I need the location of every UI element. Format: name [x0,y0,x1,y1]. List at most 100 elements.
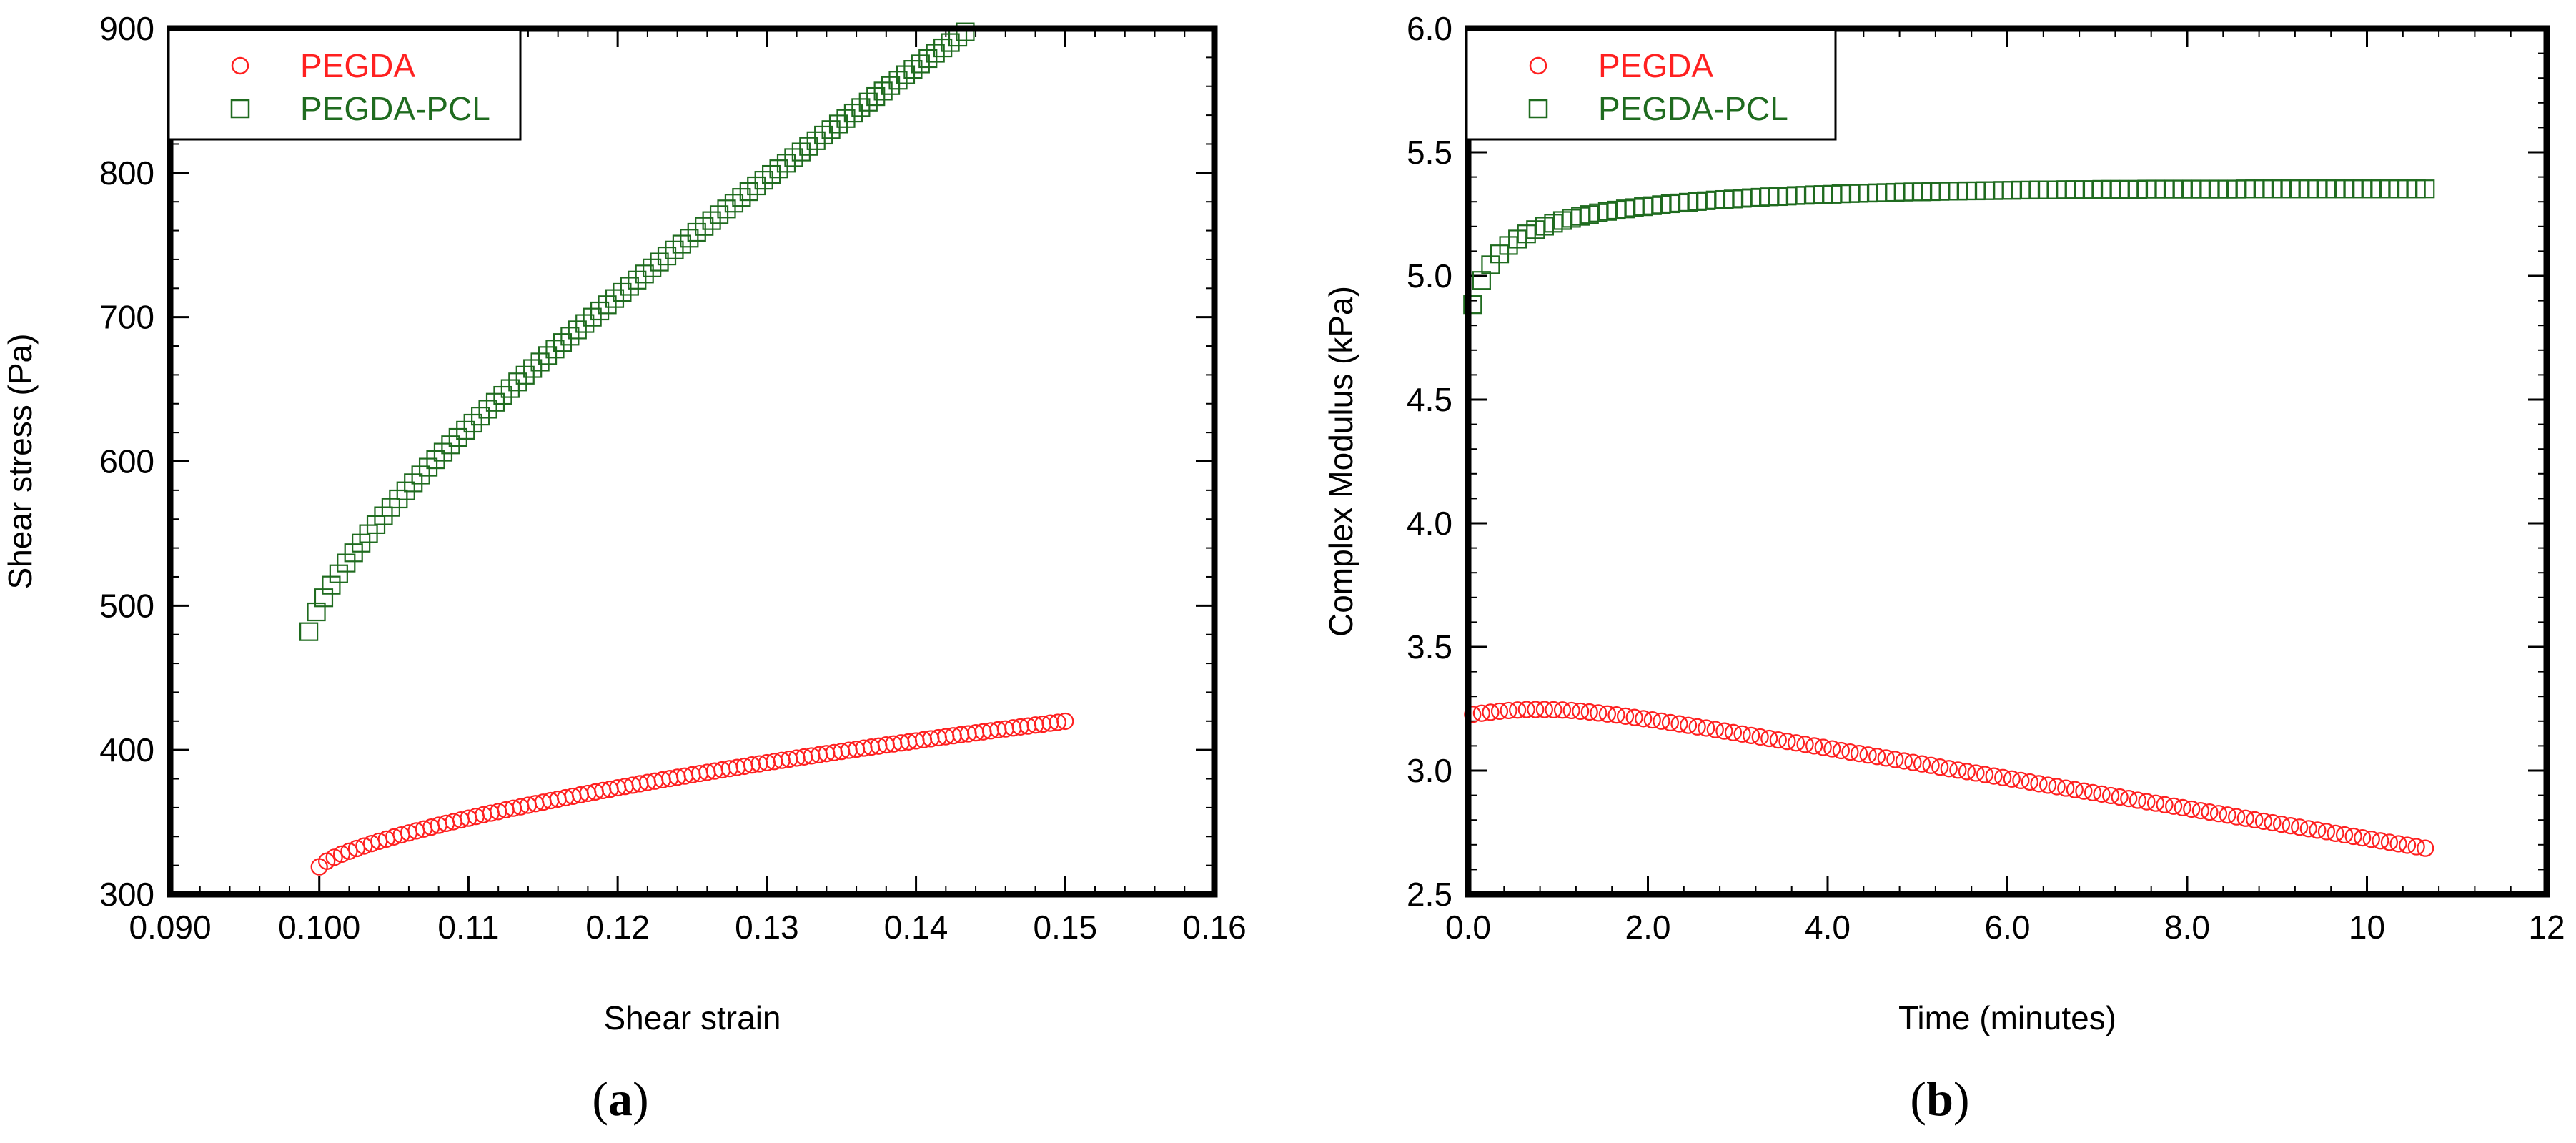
data-point [538,346,558,365]
data-point [1562,701,1580,720]
y-tick-label: 800 [99,154,154,192]
data-point [754,171,773,190]
data-point [2048,778,2066,796]
data-point [2344,827,2362,846]
data-point [866,86,886,107]
data-point [836,109,856,128]
data-point [322,575,341,595]
data-point [1598,705,1617,723]
x-tick-label: 8.0 [2164,909,2210,946]
data-point [1805,737,1823,755]
data-point [2362,831,2380,848]
data-point [613,282,632,302]
data-point [1868,748,1886,766]
data-point [873,81,893,101]
data-point [911,54,930,74]
data-point [2201,803,2219,821]
x-tick-label: 0.12 [585,909,650,946]
legend-marker-pegda-pcl [1528,99,1548,119]
data-point [530,352,550,372]
panel-label-letter: b [1926,1072,1953,1126]
data-point [1796,736,1814,753]
data-point [2317,823,2336,841]
data-point [1653,712,1670,730]
data-point [2228,808,2246,826]
data-point [404,473,423,493]
plot-frame [1465,25,2550,898]
data-point [411,465,430,485]
data-point [307,602,326,622]
data-point [2236,809,2254,827]
data-point [2138,793,2156,811]
data-point [843,103,863,123]
data-point [1509,701,1527,719]
panel-label-open: ( [1910,1072,1926,1126]
x-tick-label: 6.0 [1985,909,2031,946]
data-point [2417,839,2434,857]
x-tick-label: 0.15 [1034,909,1098,946]
data-point [2398,836,2417,854]
data-point [2093,785,2111,803]
data-point [1760,729,1778,748]
data-point [888,71,908,90]
data-point [314,588,334,608]
data-point [695,217,714,236]
data-point [799,137,818,156]
data-point [500,379,520,398]
data-point [1913,755,1931,773]
data-point [2309,821,2327,839]
data-point [2299,820,2317,838]
data-point [2372,832,2389,850]
data-point [463,413,482,433]
data-point [762,164,781,184]
legend-box [1465,29,1837,141]
y-tick-label: 2.5 [1407,876,1452,913]
data-point [2380,833,2399,851]
y-tick-label: 600 [99,443,154,480]
data-point [635,264,654,284]
data-point [2030,775,2048,793]
y-tick-label: 4.5 [1407,381,1452,418]
data-point [299,622,319,641]
data-point [1931,758,1949,776]
chart-panel-a: 0.090 0.100 0.11 0.12 0.13 0.14 0.15 0.16 300 400… [1,10,1247,1126]
data-point [814,125,833,145]
data-point [2021,773,2039,791]
x-tick-label: 0.14 [884,909,948,946]
data-point [1832,741,1850,760]
data-point [448,427,467,447]
data-point [724,194,744,213]
data-point [1814,738,1832,756]
data-point [1751,728,1769,746]
data-point [352,533,371,553]
data-point [1572,702,1590,721]
y-tick-label: 5.5 [1407,134,1452,171]
data-point [1859,746,1877,764]
data-point [1841,743,1859,761]
data-point [1056,712,1074,731]
data-point [769,159,788,179]
data-point [903,60,923,79]
data-point [784,148,803,167]
data-point [1517,701,1535,718]
data-point [776,154,796,173]
legend-label-pegda-pcl: PEGDA-PCL [1598,90,1788,127]
data-point [2282,817,2299,835]
data-point [1590,704,1607,722]
data-point [1670,715,1688,733]
data-point [1679,716,1698,734]
data-point [2120,789,2138,808]
data-point [2111,788,2129,806]
data-point [1688,718,1706,736]
data-point [598,295,617,315]
data-point [2165,797,2183,815]
data-point [628,270,647,290]
data-point [1976,766,1994,783]
data-point [2219,806,2236,824]
data-point [687,222,706,242]
y-tick-label: 900 [99,10,154,47]
data-point [1787,734,1805,752]
data-point [2246,811,2264,828]
panel-label: (b) [1910,1072,1969,1126]
legend: PEGDA PEGDA-PCL [1465,29,1837,141]
